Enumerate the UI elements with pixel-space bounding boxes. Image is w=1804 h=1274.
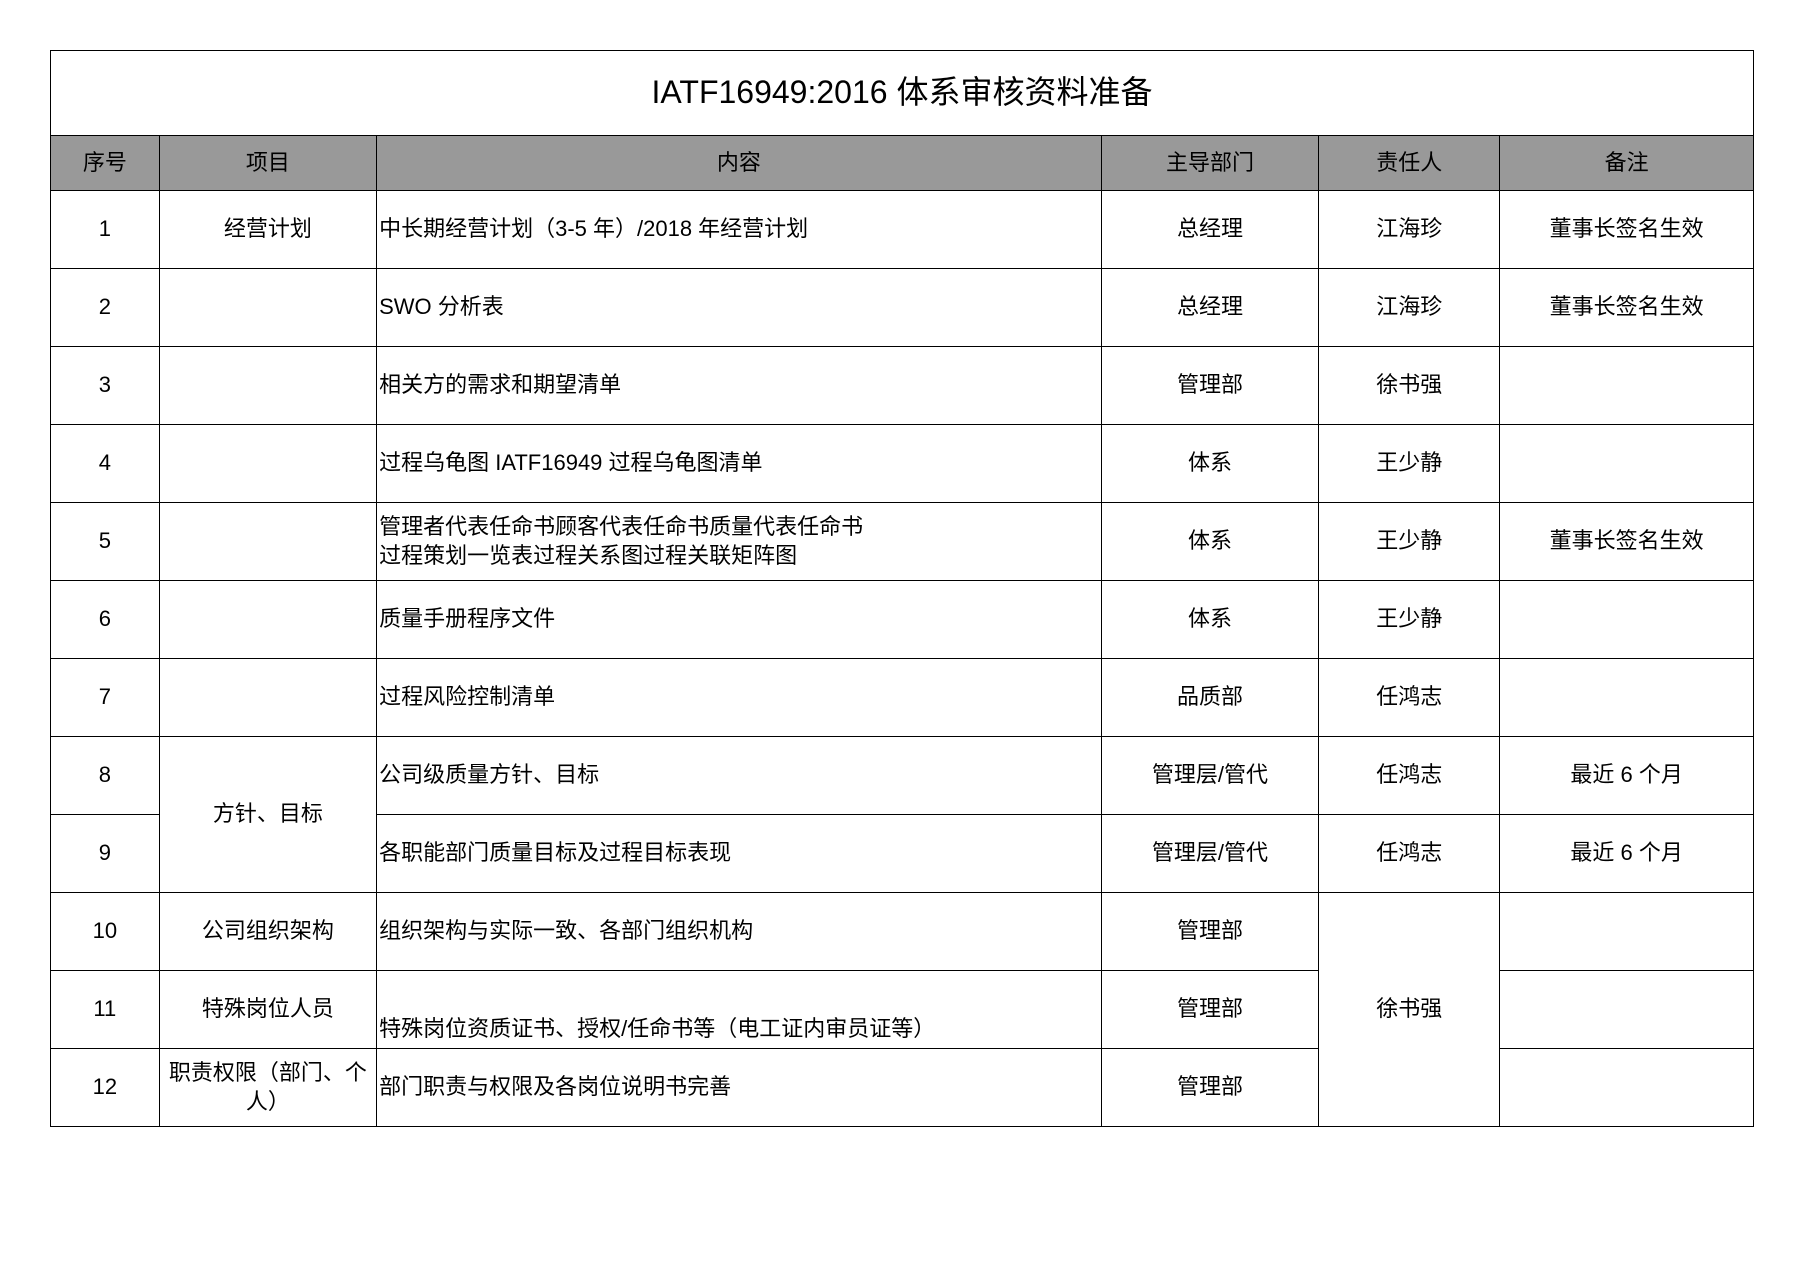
cell-dept: 总经理 (1101, 191, 1318, 269)
col-owner: 责任人 (1319, 136, 1500, 191)
cell-proj: 特殊岗位人员 (159, 971, 376, 1049)
cell-note: 最近 6 个月 (1500, 737, 1754, 815)
cell-proj (159, 659, 376, 737)
cell-proj (159, 347, 376, 425)
cell-content: 中长期经营计划（3-5 年）/2018 年经营计划 (377, 191, 1102, 269)
cell-seq: 12 (51, 1049, 160, 1127)
cell-dept: 管理层/管代 (1101, 815, 1318, 893)
cell-content: 公司级质量方针、目标 (377, 737, 1102, 815)
cell-note: 最近 6 个月 (1500, 815, 1754, 893)
col-note: 备注 (1500, 136, 1754, 191)
cell-dept: 管理部 (1101, 1049, 1318, 1127)
cell-content: 管理者代表任命书顾客代表任命书质量代表任命书 过程策划一览表过程关系图过程关联矩… (377, 503, 1102, 581)
cell-proj: 公司组织架构 (159, 893, 376, 971)
document-page: IATF16949:2016 体系审核资料准备 序号 项目 内容 主导部门 责任… (0, 0, 1804, 1274)
cell-owner: 王少静 (1319, 581, 1500, 659)
header-row: 序号 项目 内容 主导部门 责任人 备注 (51, 136, 1754, 191)
col-dept: 主导部门 (1101, 136, 1318, 191)
cell-owner: 任鸿志 (1319, 659, 1500, 737)
cell-note: 董事长签名生效 (1500, 269, 1754, 347)
cell-owner: 江海珍 (1319, 191, 1500, 269)
cell-seq: 10 (51, 893, 160, 971)
table-row: 2 SWO 分析表 总经理 江海珍 董事长签名生效 (51, 269, 1754, 347)
cell-note (1500, 347, 1754, 425)
cell-content: SWO 分析表 (377, 269, 1102, 347)
cell-dept: 管理部 (1101, 347, 1318, 425)
audit-table: IATF16949:2016 体系审核资料准备 序号 项目 内容 主导部门 责任… (50, 50, 1754, 1127)
cell-seq: 9 (51, 815, 160, 893)
col-seq: 序号 (51, 136, 160, 191)
cell-seq: 1 (51, 191, 160, 269)
cell-seq: 7 (51, 659, 160, 737)
cell-owner-merged: 徐书强 (1319, 893, 1500, 1127)
cell-proj (159, 581, 376, 659)
cell-content: 过程乌龟图 IATF16949 过程乌龟图清单 (377, 425, 1102, 503)
cell-note (1500, 1049, 1754, 1127)
cell-content: 相关方的需求和期望清单 (377, 347, 1102, 425)
table-title: IATF16949:2016 体系审核资料准备 (51, 51, 1754, 136)
cell-note (1500, 659, 1754, 737)
cell-dept: 管理部 (1101, 893, 1318, 971)
cell-note (1500, 581, 1754, 659)
table-row: 7 过程风险控制清单 品质部 任鸿志 (51, 659, 1754, 737)
cell-owner: 江海珍 (1319, 269, 1500, 347)
table-row: 3 相关方的需求和期望清单 管理部 徐书强 (51, 347, 1754, 425)
cell-seq: 6 (51, 581, 160, 659)
content-line: 管理者代表任命书顾客代表任命书质量代表任命书 (379, 514, 863, 539)
table-row: 4 过程乌龟图 IATF16949 过程乌龟图清单 体系 王少静 (51, 425, 1754, 503)
col-content: 内容 (377, 136, 1102, 191)
cell-note (1500, 425, 1754, 503)
cell-owner: 徐书强 (1319, 347, 1500, 425)
cell-content: 特殊岗位资质证书、授权/任命书等（电工证内审员证等） (377, 971, 1102, 1049)
table-row: 1 经营计划 中长期经营计划（3-5 年）/2018 年经营计划 总经理 江海珍… (51, 191, 1754, 269)
title-row: IATF16949:2016 体系审核资料准备 (51, 51, 1754, 136)
cell-dept: 体系 (1101, 581, 1318, 659)
cell-proj: 职责权限（部门、个人） (159, 1049, 376, 1127)
cell-content: 部门职责与权限及各岗位说明书完善 (377, 1049, 1102, 1127)
cell-seq: 4 (51, 425, 160, 503)
cell-owner: 任鸿志 (1319, 815, 1500, 893)
cell-dept: 品质部 (1101, 659, 1318, 737)
table-row: 10 公司组织架构 组织架构与实际一致、各部门组织机构 管理部 徐书强 (51, 893, 1754, 971)
cell-seq: 5 (51, 503, 160, 581)
cell-proj-merged: 方针、目标 (159, 737, 376, 893)
cell-proj (159, 503, 376, 581)
cell-seq: 8 (51, 737, 160, 815)
table-row: 8 方针、目标 公司级质量方针、目标 管理层/管代 任鸿志 最近 6 个月 (51, 737, 1754, 815)
cell-note (1500, 893, 1754, 971)
cell-content: 各职能部门质量目标及过程目标表现 (377, 815, 1102, 893)
cell-note: 董事长签名生效 (1500, 191, 1754, 269)
col-proj: 项目 (159, 136, 376, 191)
cell-note: 董事长签名生效 (1500, 503, 1754, 581)
content-line: 过程策划一览表过程关系图过程关联矩阵图 (379, 543, 797, 568)
cell-content: 过程风险控制清单 (377, 659, 1102, 737)
cell-proj (159, 269, 376, 347)
cell-owner: 任鸿志 (1319, 737, 1500, 815)
cell-dept: 体系 (1101, 425, 1318, 503)
cell-seq: 2 (51, 269, 160, 347)
table-row: 5 管理者代表任命书顾客代表任命书质量代表任命书 过程策划一览表过程关系图过程关… (51, 503, 1754, 581)
cell-content: 质量手册程序文件 (377, 581, 1102, 659)
cell-proj (159, 425, 376, 503)
cell-content: 组织架构与实际一致、各部门组织机构 (377, 893, 1102, 971)
cell-note (1500, 971, 1754, 1049)
cell-dept: 管理层/管代 (1101, 737, 1318, 815)
cell-owner: 王少静 (1319, 503, 1500, 581)
cell-dept: 总经理 (1101, 269, 1318, 347)
cell-dept: 管理部 (1101, 971, 1318, 1049)
cell-owner: 王少静 (1319, 425, 1500, 503)
cell-dept: 体系 (1101, 503, 1318, 581)
table-row: 6 质量手册程序文件 体系 王少静 (51, 581, 1754, 659)
cell-proj: 经营计划 (159, 191, 376, 269)
cell-seq: 11 (51, 971, 160, 1049)
cell-seq: 3 (51, 347, 160, 425)
